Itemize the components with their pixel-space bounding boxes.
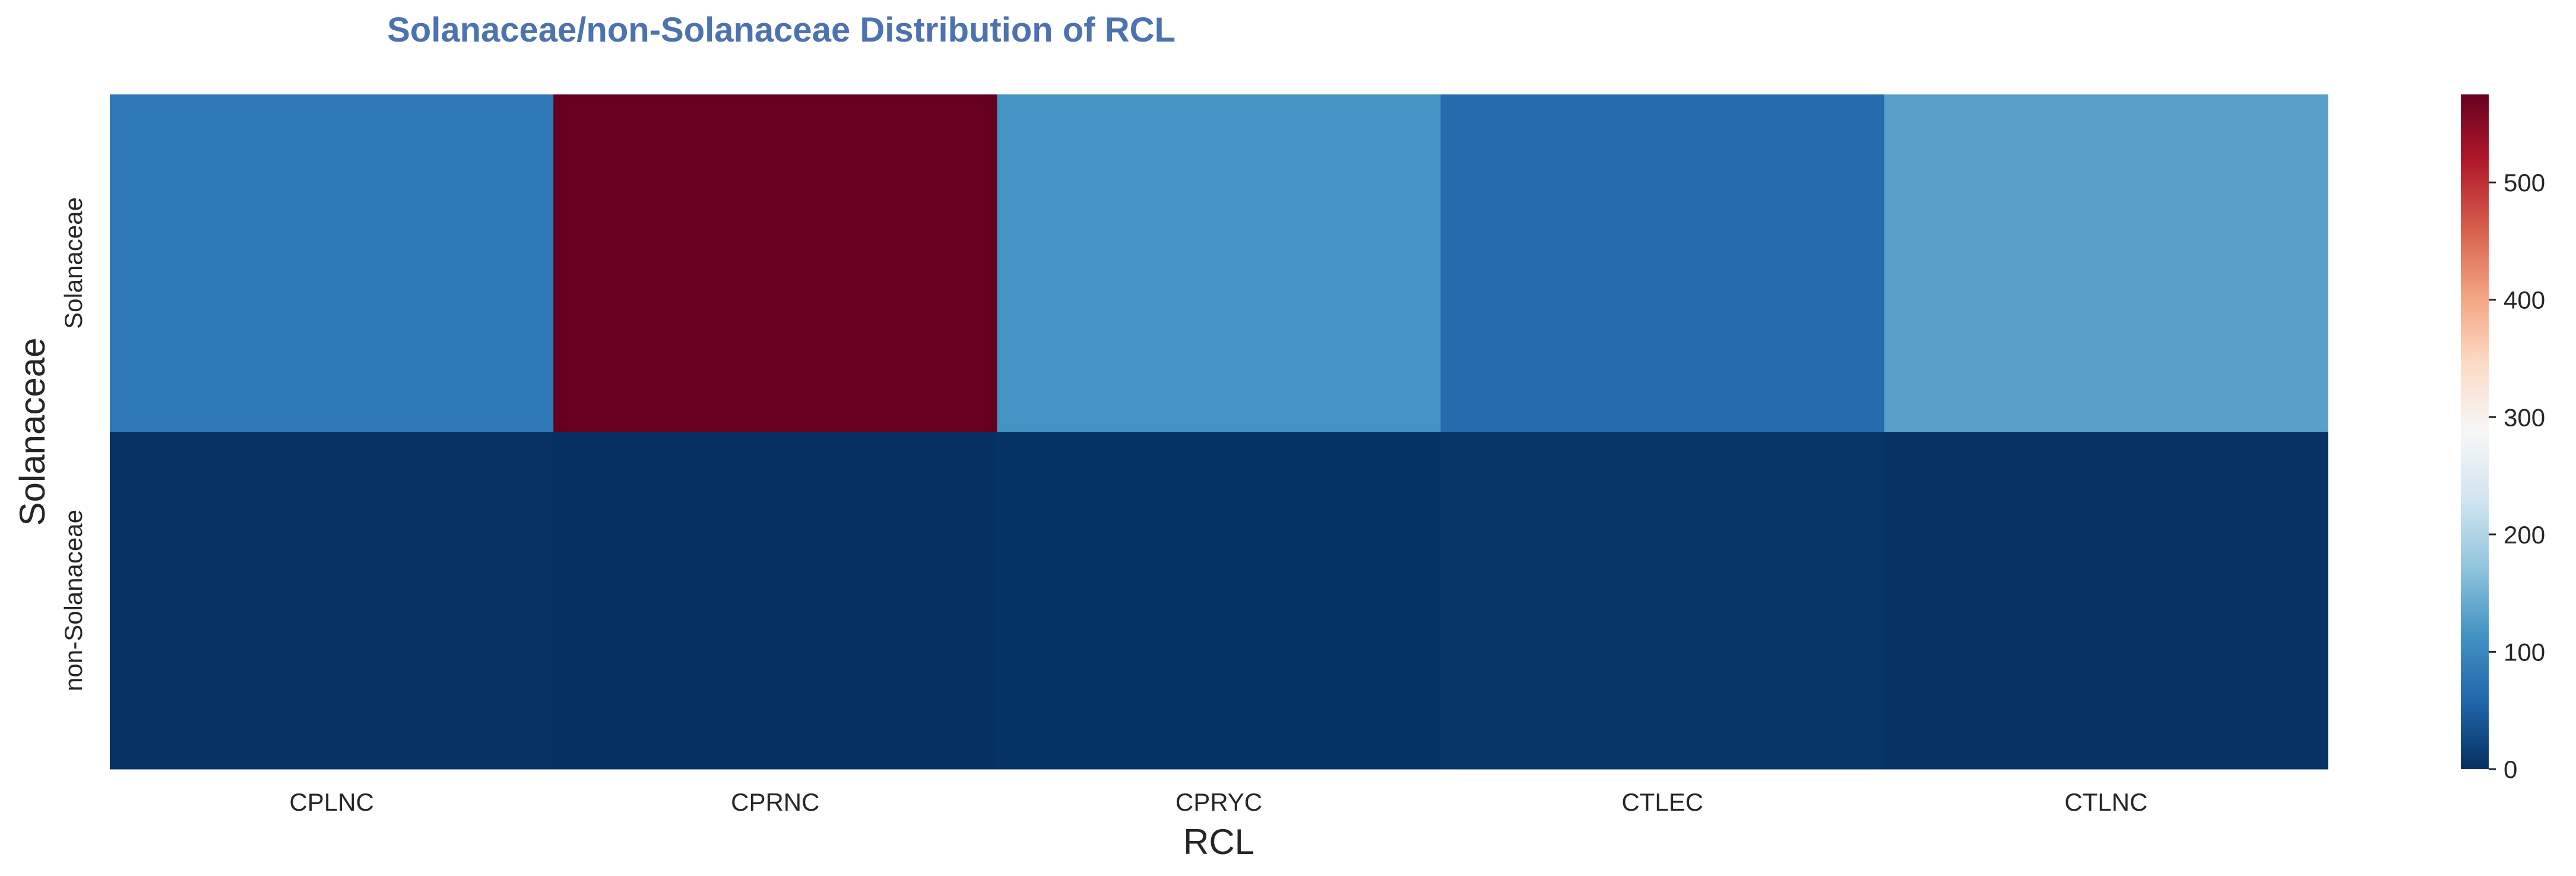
heatmap-cell <box>110 94 554 432</box>
colorbar-tick-label: 400 <box>2504 286 2545 314</box>
heatmap-cell <box>1884 432 2328 770</box>
heatmap-cell <box>553 94 997 432</box>
heatmap-cell <box>110 432 554 770</box>
x-tick-label: CPRYC <box>1175 788 1262 816</box>
colorbar-ticks: 0 100 200 300 400 500 <box>2489 169 2545 783</box>
heatmap-cell <box>1440 432 1885 770</box>
y-tick-labels: Solanaceae non-Solanaceae <box>59 197 87 691</box>
colorbar-tick-label: 0 <box>2504 755 2517 783</box>
y-axis-label: Solanaceae <box>12 338 52 526</box>
colorbar-tick-label: 100 <box>2504 638 2545 666</box>
heatmap-cell <box>1440 94 1885 432</box>
heatmap-cell <box>997 432 1441 770</box>
colorbar <box>2461 94 2489 769</box>
colorbar-tick-label: 300 <box>2504 403 2545 431</box>
y-tick-label: non-Solanaceae <box>59 510 87 691</box>
y-tick-label: Solanaceae <box>59 197 87 329</box>
colorbar-tick-label: 500 <box>2504 169 2545 197</box>
x-tick-label: CTLNC <box>2064 788 2147 816</box>
x-tick-labels: CPLNC CPRNC CPRYC CTLEC CTLNC <box>289 788 2147 816</box>
x-tick-label: CTLEC <box>1621 788 1703 816</box>
heatmap-cell <box>1884 94 2328 432</box>
colorbar-tick-label: 200 <box>2504 521 2545 549</box>
x-tick-label: CPLNC <box>289 788 373 816</box>
heatmap-cell <box>997 94 1441 432</box>
heatmap-cell <box>553 432 997 770</box>
chart-title: Solanaceae/non-Solanaceae Distribution o… <box>387 11 1175 49</box>
x-tick-label: CPRNC <box>731 788 819 816</box>
heatmap-cells <box>110 94 2328 770</box>
x-axis-label: RCL <box>1183 822 1254 862</box>
